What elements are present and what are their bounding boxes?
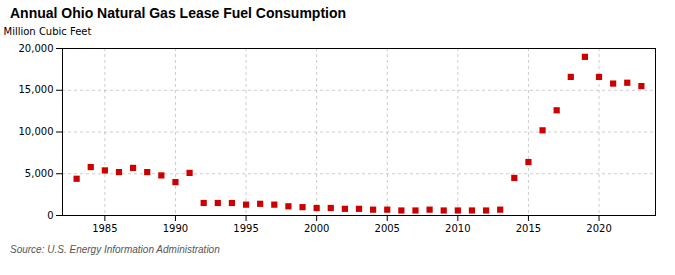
html-text:Annual Ohio Natural Gas Lease: Annual Ohio Natural Gas Lease Fuel Consu…: [10, 5, 346, 21]
svg-text:0: 0: [47, 210, 53, 221]
svg-text:15,000: 15,000: [19, 84, 54, 95]
svg-text:2005: 2005: [375, 223, 400, 234]
svg-text:1995: 1995: [233, 223, 258, 234]
svg-text:2020: 2020: [586, 223, 611, 234]
svg-text:2000: 2000: [304, 223, 329, 234]
svg-text:10,000: 10,000: [19, 126, 54, 137]
svg-text:1990: 1990: [163, 223, 188, 234]
svg-text:2015: 2015: [516, 223, 541, 234]
svg-text:Million Cubic Feet: Million Cubic Feet: [4, 26, 92, 37]
html-text:Source: U.S. Energy Informatio: Source: U.S. Energy Information Administ…: [10, 244, 220, 255]
svg-text:5,000: 5,000: [25, 168, 54, 179]
svg-text:1985: 1985: [92, 223, 117, 234]
svg-text:20,000: 20,000: [19, 43, 54, 54]
svg-text:2010: 2010: [445, 223, 470, 234]
